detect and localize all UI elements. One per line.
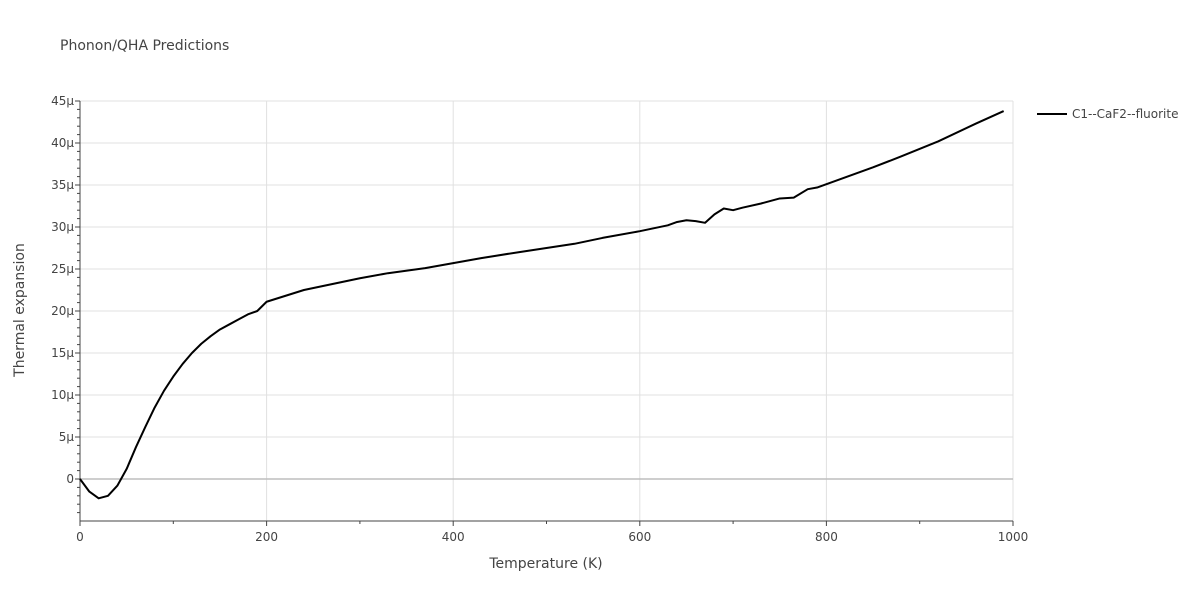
x-tick-label: 400 bbox=[442, 530, 465, 544]
series-layer bbox=[79, 110, 1005, 500]
x-tick-label: 200 bbox=[255, 530, 278, 544]
y-tick-label: 20μ bbox=[51, 304, 74, 318]
x-tick-label: 1000 bbox=[998, 530, 1029, 544]
y-tick-label: 5μ bbox=[59, 430, 75, 444]
y-tick-label: 0 bbox=[66, 472, 74, 486]
y-axis-title: Thermal expansion bbox=[12, 243, 28, 378]
x-tick-label: 800 bbox=[815, 530, 838, 544]
x-tick-label: 0 bbox=[76, 530, 84, 544]
y-tick-label: 10μ bbox=[51, 388, 74, 402]
x-axis-title: Temperature (K) bbox=[488, 556, 602, 572]
legend[interactable]: C1--CaF2--fluorite bbox=[1037, 107, 1178, 121]
legend-label: C1--CaF2--fluorite bbox=[1072, 107, 1178, 121]
y-tick-label: 30μ bbox=[51, 220, 74, 234]
series-line bbox=[79, 110, 1005, 500]
legend-item[interactable]: C1--CaF2--fluorite bbox=[1037, 107, 1178, 121]
chart-title: Phonon/QHA Predictions bbox=[60, 38, 229, 54]
axis-layer: 0 200 400 600 800 1000 0 5μ 10μ 15μ 20μ 25μ 30μ 35μ 40… bbox=[51, 94, 1028, 544]
y-tick-label: 45μ bbox=[51, 94, 74, 108]
y-tick-label: 40μ bbox=[51, 136, 74, 150]
y-tick-label: 25μ bbox=[51, 262, 74, 276]
y-tick-label: 15μ bbox=[51, 346, 74, 360]
grid-layer bbox=[80, 100, 1014, 521]
y-tick-label: 35μ bbox=[51, 178, 74, 192]
x-tick-label: 600 bbox=[628, 530, 651, 544]
